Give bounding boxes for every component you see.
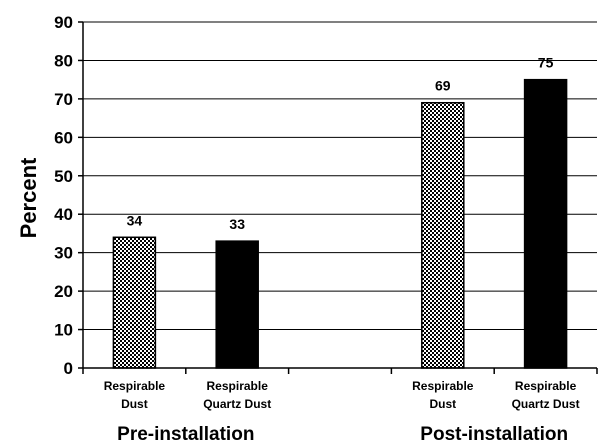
- x-category-label: Respirable Quartz Dust: [512, 379, 580, 411]
- y-tick-label: 10: [54, 321, 73, 340]
- x-category-label: Respirable Dust: [104, 379, 166, 411]
- bars: [112, 78, 568, 369]
- bar-0-1: [215, 240, 259, 369]
- y-tick-label: 60: [54, 128, 73, 147]
- bar-value-label: 33: [229, 216, 245, 232]
- y-tick-label: 30: [54, 244, 73, 263]
- bar-value-label: 75: [538, 55, 554, 71]
- bar-1-1: [523, 78, 568, 369]
- bar-1-0: [421, 101, 465, 369]
- y-tick-label: 90: [54, 13, 73, 32]
- group-label: Pre-installation: [117, 424, 254, 445]
- x-category-label: Respirable Quartz Dust: [203, 379, 271, 411]
- gridlines: [83, 21, 597, 331]
- axes: [78, 21, 598, 374]
- y-tick-label: 70: [54, 90, 73, 109]
- y-tick-label: 0: [64, 359, 73, 378]
- y-tick-label: 50: [54, 167, 73, 186]
- x-category-label: Respirable Dust: [412, 379, 474, 411]
- bar-value-label: 69: [435, 78, 451, 94]
- y-tick-label: 40: [54, 205, 73, 224]
- y-tick-label: 80: [54, 51, 73, 70]
- bar-value-label: 34: [127, 212, 143, 228]
- y-tick-label: 20: [54, 282, 73, 301]
- bar-0-0: [112, 236, 157, 369]
- labels: 0 10 20 30 40 50 60 70 80 90 34 Respirable Dust 33 Res…: [54, 13, 580, 445]
- group-label: Post-installation: [420, 424, 568, 445]
- y-axis-label: Percent: [16, 157, 41, 238]
